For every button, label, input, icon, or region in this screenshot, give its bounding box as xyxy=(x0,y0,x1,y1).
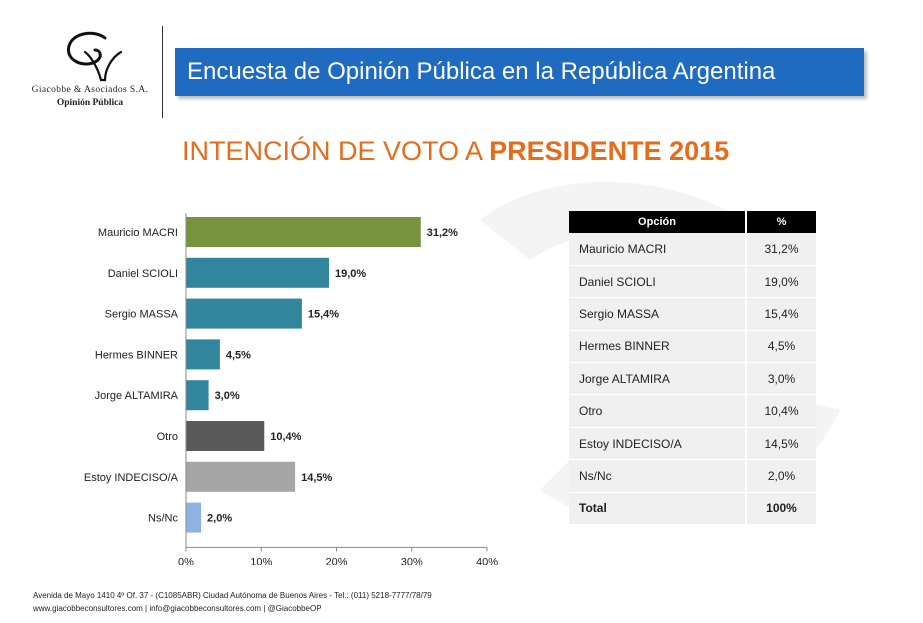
cell-percent: 10,4% xyxy=(746,394,816,428)
data-label: 14,5% xyxy=(301,472,332,484)
title-prefix: INTENCIÓN DE VOTO A xyxy=(182,136,490,166)
table-row: Ns/Nc 2,0% xyxy=(569,459,816,493)
bar xyxy=(186,257,329,288)
table-row: Daniel SCIOLI 19,0% xyxy=(569,265,816,299)
cell-percent: 14,5% xyxy=(746,427,816,461)
category-label: Sergio MASSA xyxy=(105,309,179,321)
column-header-percent: % xyxy=(746,211,816,233)
x-tick-label: 30% xyxy=(401,556,423,565)
firm-subtitle: Opinión Pública xyxy=(56,98,124,108)
footer-contact: www.giacobbeconsultores.com | info@giaco… xyxy=(33,604,322,613)
results-table: Opción % Mauricio MACRI 31,2% Daniel SCIO… xyxy=(569,211,816,526)
title-emphasis: PRESIDENTE 2015 xyxy=(489,136,730,166)
cell-option: Sergio MASSA xyxy=(569,297,747,331)
cell-percent: 19,0% xyxy=(746,265,816,299)
x-tick-label: 20% xyxy=(325,556,347,565)
x-tick-label: 40% xyxy=(476,556,498,565)
cell-option: Ns/Nc xyxy=(569,459,747,493)
data-label: 31,2% xyxy=(427,227,458,239)
data-label: 3,0% xyxy=(215,390,240,402)
category-label: Daniel SCIOLI xyxy=(108,268,178,280)
category-label: Jorge ALTAMIRA xyxy=(95,390,179,402)
table-row: Otro 10,4% xyxy=(569,394,816,428)
logo-divider xyxy=(162,26,163,118)
bar xyxy=(186,217,421,247)
x-tick-label: 0% xyxy=(178,556,194,565)
table-row: Hermes BINNER 4,5% xyxy=(569,330,816,364)
bar xyxy=(186,461,296,492)
category-label: Mauricio MACRI xyxy=(98,227,178,239)
bar xyxy=(186,339,220,370)
banner-title: Encuesta de Opinión Pública en la Repúbl… xyxy=(187,58,776,85)
data-label: 10,4% xyxy=(270,431,301,443)
firm-logo-mark-icon xyxy=(66,31,123,82)
table-row: Mauricio MACRI 31,2% xyxy=(569,233,816,266)
bar-chart: Mauricio MACRI 31,2% Daniel SCIOLI 19,0% Ser… xyxy=(84,213,498,565)
firm-name: Giacobbe & Asociados S.A. xyxy=(31,85,149,95)
cell-percent: 31,2% xyxy=(746,233,816,266)
cell-percent: 4,5% xyxy=(746,330,816,364)
firm-logo: Giacobbe & Asociados S.A. Opinión Públic… xyxy=(20,28,160,108)
bar xyxy=(186,421,265,451)
cell-percent: 3,0% xyxy=(746,362,816,396)
cell-option: Hermes BINNER xyxy=(569,330,747,364)
cell-option: Mauricio MACRI xyxy=(569,233,747,266)
data-label: 2,0% xyxy=(207,513,232,525)
bar xyxy=(186,298,302,329)
column-header-option: Opción xyxy=(569,211,747,233)
table-row: Jorge ALTAMIRA 3,0% xyxy=(569,362,816,396)
table-header-row: Opción % xyxy=(569,211,816,233)
cell-option: Jorge ALTAMIRA xyxy=(569,362,747,396)
cell-total-label: Total xyxy=(569,492,747,526)
cell-percent: 2,0% xyxy=(746,459,816,493)
table-row: Estoy INDECISO/A 14,5% xyxy=(569,427,816,461)
cell-option: Daniel SCIOLI xyxy=(569,265,747,299)
category-label: Ns/Nc xyxy=(148,513,178,525)
category-label: Otro xyxy=(157,431,178,443)
header-banner: Encuesta de Opinión Pública en la Repúbl… xyxy=(175,48,864,96)
cell-percent: 15,4% xyxy=(746,297,816,331)
cell-option: Estoy INDECISO/A xyxy=(569,427,747,461)
bar xyxy=(186,380,209,411)
footer-address: Avenida de Mayo 1410 4º Of. 37 - (C1085A… xyxy=(33,591,432,600)
cell-total-percent: 100% xyxy=(746,492,816,526)
x-tick-label: 10% xyxy=(250,556,272,565)
data-label: 4,5% xyxy=(226,349,251,361)
cell-option: Otro xyxy=(569,394,747,428)
category-label: Hermes BINNER xyxy=(95,349,178,361)
category-label: Estoy INDECISO/A xyxy=(84,472,179,484)
data-label: 15,4% xyxy=(308,309,339,321)
footer: Avenida de Mayo 1410 4º Of. 37 - (C1085A… xyxy=(33,589,432,615)
table-total-row: Total 100% xyxy=(569,492,816,526)
table-row: Sergio MASSA 15,4% xyxy=(569,297,816,331)
data-label: 19,0% xyxy=(335,268,366,280)
bar xyxy=(186,502,202,533)
page-title: INTENCIÓN DE VOTO A PRESIDENTE 2015 xyxy=(182,136,729,167)
